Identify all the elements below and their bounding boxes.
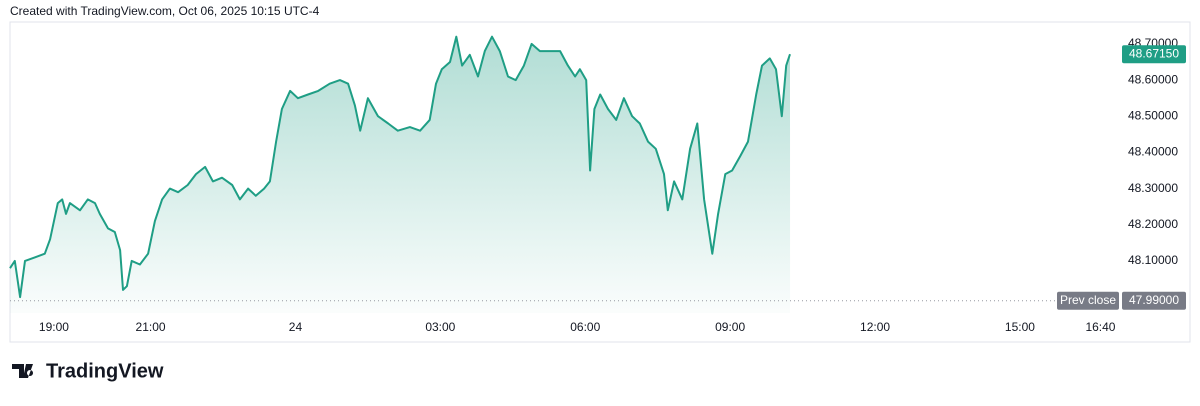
prev-close-box <box>1122 291 1186 310</box>
prev-close-label: 47.99000 <box>1129 293 1179 307</box>
y-tick-label: 48.30000 <box>1128 181 1178 195</box>
x-tick-label: 12:00 <box>860 320 890 334</box>
x-tick-label: 16:40 <box>1085 320 1115 334</box>
area <box>10 36 791 313</box>
last-price-box <box>1122 45 1186 64</box>
x-tick-label: 06:00 <box>570 320 600 334</box>
chart-frame <box>9 21 1191 343</box>
x-tick-label: 03:00 <box>425 320 455 334</box>
prev-close-tag <box>1057 291 1119 310</box>
y-tick-label: 48.20000 <box>1128 217 1178 231</box>
x-tick-label: 09:00 <box>715 320 745 334</box>
logo: TradingView <box>12 360 164 382</box>
y-tick-label: 48.40000 <box>1128 145 1178 159</box>
y-tick-label: 48.10000 <box>1128 253 1178 267</box>
y-tick-label: 48.50000 <box>1128 108 1178 122</box>
x-tick-label: 15:00 <box>1005 320 1035 334</box>
x-tick-label: 24 <box>289 320 303 334</box>
line <box>9 35 791 299</box>
prev-close-name: Prev close <box>1060 293 1116 307</box>
y-tick-label: 48.60000 <box>1128 72 1178 86</box>
x-tick-label: 19:00 <box>39 320 69 334</box>
header: Created with TradingView.com, Oct 06, 20… <box>10 4 320 18</box>
last-price-label: 48.67150 <box>1129 46 1179 60</box>
logo-text: TradingView <box>46 360 164 382</box>
x-tick-label: 21:00 <box>136 320 166 334</box>
